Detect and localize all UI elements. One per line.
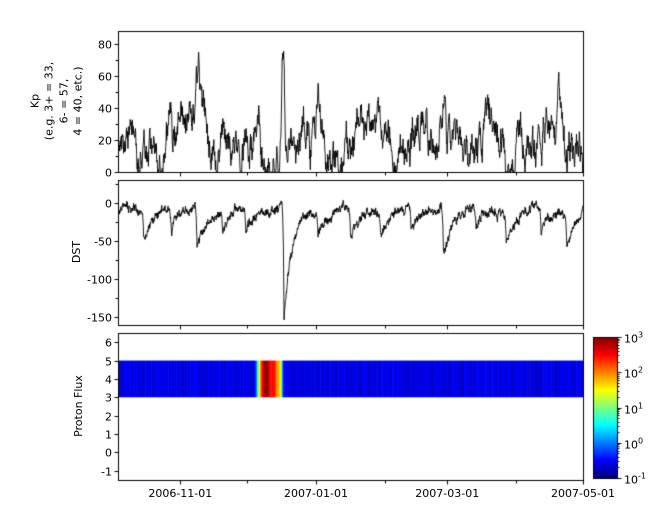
proton-ytick-label: -1 [101, 465, 112, 479]
colorbar-tick-label: 101 [624, 401, 644, 416]
xtick-date-label: 2007-05-01 [551, 487, 615, 500]
proton-ytick-label: 2 [105, 410, 112, 424]
proton-ytick-label: 6 [105, 336, 112, 350]
dst-ytick-label: 0 [105, 197, 112, 211]
colorbar-tick-label: 102 [624, 365, 644, 381]
colorbar-tick-label: 100 [624, 436, 644, 452]
dst-ytick-label: -100 [87, 273, 112, 287]
kp-ytick-label: 80 [98, 38, 112, 52]
kp-ytick-label: 60 [98, 70, 112, 84]
xtick-date-label: 2007-03-01 [415, 487, 480, 500]
colorbar-tick-label: 103 [624, 330, 644, 346]
proton-ytick-label: 4 [105, 373, 112, 387]
dst-ytick-label: -50 [94, 235, 112, 249]
kp-ytick-label: 0 [105, 166, 112, 180]
xtick-date-label: 2006-11-01 [148, 487, 213, 500]
kp-ytick-label: 40 [98, 102, 112, 116]
kp-axis-label: Kp (e.g. 3+ = 33, 6- = 57, 4 = 40, etc.) [28, 61, 85, 141]
proton-ytick-label: 1 [105, 428, 112, 442]
dst-axis-label: DST [69, 240, 83, 264]
proton-flux-axis-label: Proton Flux [71, 375, 85, 437]
xtick-date-label: 2007-01-01 [284, 487, 348, 500]
kp-ytick-label: 20 [98, 134, 112, 148]
proton-ytick-label: 3 [105, 391, 112, 405]
colorbar-tick-label: 10-1 [624, 471, 646, 487]
dst-ytick-label: -150 [87, 311, 112, 325]
proton-ytick-label: 0 [105, 446, 112, 460]
proton-ytick-label: 5 [105, 355, 112, 369]
